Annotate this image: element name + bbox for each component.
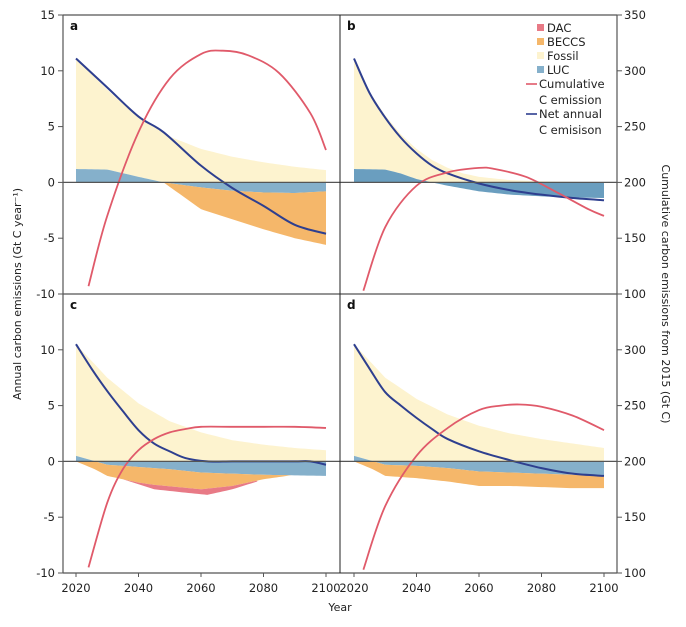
panel-a: a bbox=[63, 19, 340, 287]
y-right-tick-label: 100 bbox=[624, 566, 646, 580]
x-tick-label: 2100 bbox=[589, 581, 618, 595]
fossil-area bbox=[354, 344, 604, 462]
y-tick-label: 5 bbox=[48, 399, 55, 413]
cumulative-emission-line bbox=[362, 166, 605, 291]
legend-cumulative-label-2: C emission bbox=[539, 93, 602, 107]
luc-area bbox=[76, 455, 326, 476]
x-tick-label: 2040 bbox=[402, 581, 431, 595]
y-tick-label: 0 bbox=[48, 175, 55, 189]
y-right-tick-label: 350 bbox=[624, 8, 646, 22]
y-tick-label: -10 bbox=[36, 566, 55, 580]
cumulative-emission-line bbox=[362, 403, 605, 570]
y-tick-label: 15 bbox=[40, 8, 55, 22]
panel-b: b bbox=[340, 19, 617, 291]
fossil-area bbox=[76, 344, 326, 462]
x-tick-label: 2040 bbox=[124, 581, 153, 595]
y-right-tick-label: 150 bbox=[624, 510, 646, 524]
legend-net-annual: Net annual C emisison bbox=[526, 107, 602, 137]
x-tick-label: 2020 bbox=[339, 581, 368, 595]
y-right-tick-label: 150 bbox=[624, 231, 646, 245]
y-right-tick-label: 250 bbox=[624, 120, 646, 134]
net-annual-emission-line bbox=[75, 57, 327, 235]
x-tick-label: 2060 bbox=[464, 581, 493, 595]
net-annual-emission-line bbox=[353, 58, 605, 202]
legend-fossil: Fossil bbox=[537, 49, 579, 63]
y-right-tick-label: 200 bbox=[624, 454, 646, 468]
cumulative-emission-line bbox=[87, 425, 327, 568]
panel-label: a bbox=[70, 19, 78, 33]
panel-c: c bbox=[63, 298, 340, 568]
y-tick-label: 10 bbox=[40, 343, 55, 357]
x-tick-label: 2100 bbox=[311, 581, 340, 595]
y-tick-label: -10 bbox=[36, 287, 55, 301]
x-tick-label: 2020 bbox=[61, 581, 90, 595]
legend-dac: DAC bbox=[537, 21, 571, 35]
x-tick-label: 2080 bbox=[527, 581, 556, 595]
y-tick-label: 10 bbox=[40, 64, 55, 78]
legend-dac-label: DAC bbox=[547, 21, 571, 35]
beccs-area bbox=[354, 461, 604, 489]
panel-d: d bbox=[340, 298, 617, 570]
legend-fossil-label: Fossil bbox=[547, 49, 579, 63]
legend-luc-label: LUC bbox=[547, 63, 569, 77]
y-tick-label: 0 bbox=[48, 454, 55, 468]
dac-area bbox=[107, 475, 258, 495]
legend-beccs: BECCS bbox=[537, 35, 586, 49]
beccs-area bbox=[163, 182, 326, 245]
legend-net-annual-label: Net annual bbox=[539, 107, 602, 121]
y-right-tick-label: 200 bbox=[624, 175, 646, 189]
panel-label: d bbox=[347, 298, 356, 312]
x-axis-title: Year bbox=[327, 601, 352, 614]
cumulative-emission-line bbox=[87, 49, 327, 287]
luc-area bbox=[354, 455, 604, 476]
y-right-tick-label: 300 bbox=[624, 64, 646, 78]
x-tick-label: 2060 bbox=[186, 581, 215, 595]
y-axis-right-title: Cumulative carbon emissions from 2015 (G… bbox=[659, 165, 672, 424]
legend-beccs-swatch bbox=[537, 38, 544, 45]
legend-luc-swatch bbox=[537, 66, 544, 73]
legend-beccs-label: BECCS bbox=[547, 35, 586, 49]
y-tick-label: -5 bbox=[44, 231, 55, 245]
fossil-area bbox=[354, 58, 604, 183]
y-tick-label: -5 bbox=[44, 510, 55, 524]
panel-label: b bbox=[347, 19, 356, 33]
y-right-tick-label: 300 bbox=[624, 343, 646, 357]
legend-fossil-swatch bbox=[537, 52, 544, 59]
x-tick-label: 2080 bbox=[249, 581, 278, 595]
y-tick-label: 5 bbox=[48, 120, 55, 134]
luc-area bbox=[76, 169, 326, 194]
legend-net-annual-label-2: C emisison bbox=[539, 123, 602, 137]
panel-label: c bbox=[70, 298, 77, 312]
legend-cumulative-label: Cumulative bbox=[539, 77, 605, 91]
legend-luc: LUC bbox=[537, 63, 569, 77]
fossil-area bbox=[76, 58, 326, 183]
y-axis-left-title: Annual carbon emissions (Gt C year⁻¹) bbox=[11, 188, 24, 400]
legend-dac-swatch bbox=[537, 24, 544, 31]
beccs-area bbox=[76, 461, 326, 490]
y-right-tick-label: 100 bbox=[624, 287, 646, 301]
legend-cumulative: Cumulative C emission bbox=[526, 77, 605, 107]
y-right-tick-label: 250 bbox=[624, 399, 646, 413]
